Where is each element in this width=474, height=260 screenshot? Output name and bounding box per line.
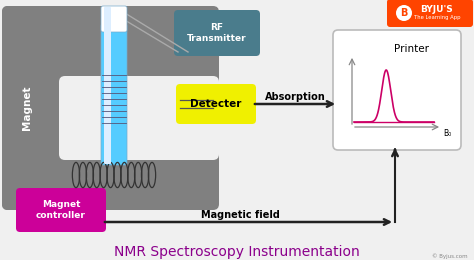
- Text: Magnet
controller: Magnet controller: [36, 200, 86, 220]
- FancyBboxPatch shape: [174, 10, 260, 56]
- Text: B: B: [401, 8, 408, 18]
- Text: Detecter: Detecter: [191, 99, 242, 109]
- Text: Magnet: Magnet: [22, 86, 32, 130]
- Text: Magnetic field: Magnetic field: [201, 210, 280, 220]
- FancyBboxPatch shape: [16, 188, 106, 232]
- FancyBboxPatch shape: [2, 136, 219, 210]
- Text: The Learning App: The Learning App: [414, 16, 460, 21]
- FancyBboxPatch shape: [333, 30, 461, 150]
- FancyBboxPatch shape: [387, 0, 473, 27]
- Text: Absorption: Absorption: [264, 92, 325, 102]
- FancyBboxPatch shape: [104, 7, 111, 164]
- FancyBboxPatch shape: [101, 24, 127, 165]
- Circle shape: [396, 5, 412, 21]
- Text: BYJU'S: BYJU'S: [420, 4, 453, 14]
- Text: NMR Spectroscopy Instrumentation: NMR Spectroscopy Instrumentation: [114, 245, 360, 259]
- Text: © Byjus.com: © Byjus.com: [432, 253, 468, 259]
- FancyBboxPatch shape: [176, 84, 256, 124]
- FancyBboxPatch shape: [2, 6, 219, 88]
- FancyBboxPatch shape: [101, 6, 127, 32]
- FancyBboxPatch shape: [59, 76, 219, 160]
- Text: Printer: Printer: [394, 44, 428, 54]
- Text: RF
Transmitter: RF Transmitter: [187, 23, 247, 43]
- Text: B₀: B₀: [443, 129, 451, 138]
- FancyBboxPatch shape: [2, 6, 71, 210]
